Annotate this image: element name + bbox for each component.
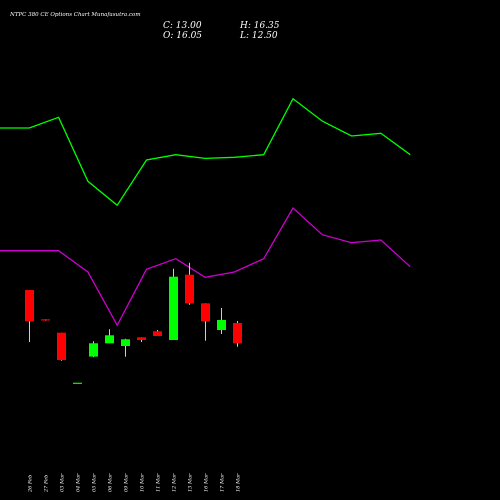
x-tick-label: 17 Mar (220, 473, 226, 492)
candle (169, 268, 178, 340)
candle-body (137, 337, 146, 340)
x-tick-label: 16 Mar (204, 473, 210, 492)
low-readout: L: 12.50 (239, 31, 278, 41)
candle-body (121, 339, 130, 346)
candle (41, 319, 50, 321)
x-tick-label: 04 Mar (76, 473, 82, 492)
upper-line (0, 97, 411, 207)
candle (201, 303, 210, 341)
candle-body (153, 331, 162, 336)
candle-body (201, 303, 210, 322)
candle-body (185, 274, 194, 304)
candle (137, 337, 146, 342)
candle (153, 330, 162, 336)
x-tick-label: 13 Mar (188, 473, 194, 492)
candle (57, 332, 66, 361)
candle (121, 338, 130, 357)
candle-body (73, 382, 82, 384)
x-tick-label: 03 Mar (60, 473, 66, 492)
x-axis-labels: 26 Feb 27 Feb 03 Mar 04 Mar 05 Mar 06 Mar 09 M… (28, 473, 242, 493)
close-readout: C: 13.00 (163, 21, 202, 31)
x-tick-label: 11 Mar (156, 473, 162, 492)
high-readout: H: 16.35 (239, 21, 280, 31)
x-tick-label: 27 Feb (44, 475, 50, 493)
candle-body (233, 323, 242, 344)
x-tick-label: 10 Mar (140, 473, 146, 492)
x-tick-label: 06 Mar (108, 473, 114, 492)
candle-body (25, 290, 34, 322)
candle-body (217, 320, 226, 330)
candle (25, 290, 34, 342)
candle-body (105, 335, 114, 344)
candle (185, 262, 194, 305)
candle (217, 308, 226, 334)
chart-title: NTPC 380 CE Options Chart Munafasutra.co… (9, 12, 141, 18)
lower-line (0, 206, 411, 327)
candles (25, 262, 242, 384)
x-tick-label: 26 Feb (28, 475, 34, 493)
candle-body (89, 343, 98, 357)
candle (89, 341, 98, 358)
candle-body (41, 319, 50, 321)
candle (105, 329, 114, 344)
candle-body (57, 332, 66, 360)
candle (73, 382, 82, 384)
candle (233, 321, 242, 347)
x-tick-label: 09 Mar (124, 473, 130, 492)
x-tick-label: 18 Mar (236, 473, 242, 492)
open-readout: O: 16.05 (163, 31, 202, 41)
x-tick-label: 12 Mar (172, 473, 178, 492)
indicator-lines (0, 97, 411, 327)
x-tick-label: 05 Mar (92, 473, 98, 492)
candle-body (169, 276, 178, 340)
